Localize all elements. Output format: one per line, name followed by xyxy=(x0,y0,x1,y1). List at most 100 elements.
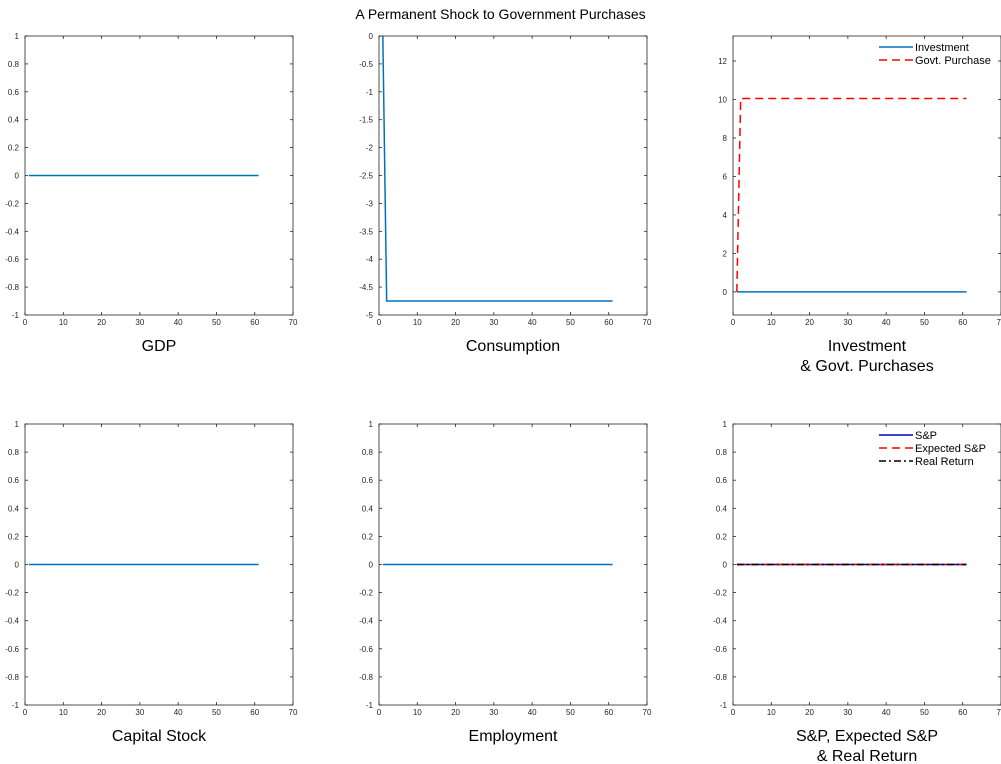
y-tick-label: -4.5 xyxy=(359,283,373,292)
y-tick-label: -0.2 xyxy=(713,589,727,598)
x-tick-label: 20 xyxy=(805,318,814,327)
y-tick-label: 2 xyxy=(723,249,728,258)
y-tick-label: 0 xyxy=(15,561,20,570)
y-tick-label: 12 xyxy=(718,57,727,66)
x-tick-label: 30 xyxy=(135,318,144,327)
legend-label: Real Return xyxy=(915,456,974,468)
plot-panel-5: 0 10 20 30 40 50 60 70 -1 -0.8 -0.6 -0.4 -0.2 0 0.2 0.4… xyxy=(359,420,652,745)
y-tick-label: -1.5 xyxy=(359,116,373,125)
x-axis-label: S&P, Expected S&P xyxy=(796,728,938,745)
y-tick-label: 0 xyxy=(723,288,728,297)
x-tick-label: 50 xyxy=(920,318,929,327)
x-tick-label: 40 xyxy=(882,318,891,327)
x-tick-label: 50 xyxy=(212,708,221,717)
y-tick-label: -0.8 xyxy=(713,673,727,682)
x-axis-label: & Real Return xyxy=(817,748,918,764)
x-tick-label: 30 xyxy=(135,708,144,717)
y-tick-label: -1 xyxy=(366,88,374,97)
x-tick-label: 40 xyxy=(528,708,537,717)
x-tick-label: 20 xyxy=(97,318,106,327)
x-tick-label: 10 xyxy=(767,318,776,327)
x-tick-label: 40 xyxy=(174,708,183,717)
x-tick-label: 70 xyxy=(643,708,652,717)
legend-label: Expected S&P xyxy=(915,443,986,455)
figure-title: A Permanent Shock to Government Purchase… xyxy=(355,6,646,22)
x-tick-label: 50 xyxy=(920,708,929,717)
y-tick-label: -0.6 xyxy=(5,645,19,654)
y-tick-label: 6 xyxy=(723,172,728,181)
x-tick-label: 20 xyxy=(97,708,106,717)
x-tick-label: 50 xyxy=(566,708,575,717)
x-tick-label: 70 xyxy=(289,318,298,327)
x-tick-label: 40 xyxy=(882,708,891,717)
x-tick-label: 60 xyxy=(604,318,613,327)
plot-panel-6: 0 10 20 30 40 50 60 70 -1 -0.8 -0.6 -0.4 -0.2 0 0.2 0.4… xyxy=(713,420,1001,764)
y-tick-label: 0.4 xyxy=(362,504,374,513)
x-tick-label: 10 xyxy=(413,318,422,327)
plot-area xyxy=(733,36,1001,315)
y-tick-label: 0 xyxy=(369,32,374,41)
y-tick-label: -1 xyxy=(720,701,728,710)
y-tick-label: 0 xyxy=(369,561,374,570)
y-tick-label: 1 xyxy=(723,420,728,429)
x-axis-label: Capital Stock xyxy=(112,728,207,745)
x-tick-label: 30 xyxy=(489,708,498,717)
y-tick-label: 0.8 xyxy=(8,60,20,69)
x-tick-label: 60 xyxy=(250,318,259,327)
y-tick-label: 1 xyxy=(369,420,374,429)
x-tick-label: 30 xyxy=(843,708,852,717)
x-tick-label: 60 xyxy=(958,318,967,327)
y-tick-label: -0.5 xyxy=(359,60,373,69)
y-tick-label: -2.5 xyxy=(359,172,373,181)
y-tick-label: -5 xyxy=(366,311,374,320)
x-tick-label: 0 xyxy=(731,318,736,327)
y-tick-label: 0.6 xyxy=(362,476,374,485)
y-tick-label: -0.6 xyxy=(713,645,727,654)
plot-panel-1: 0 10 20 30 40 50 60 70 -1 -0.8 -0.6 -0.4 -0.2 0 0.2 0.4… xyxy=(5,32,298,355)
y-tick-label: -0.2 xyxy=(5,589,19,598)
y-tick-label: 4 xyxy=(723,211,728,220)
x-axis-label: Investment xyxy=(828,338,907,355)
y-tick-label: -0.8 xyxy=(359,673,373,682)
y-tick-label: 0.2 xyxy=(8,144,20,153)
y-tick-label: 0.8 xyxy=(8,448,20,457)
x-tick-label: 30 xyxy=(489,318,498,327)
y-tick-label: -1 xyxy=(12,701,20,710)
y-tick-label: -0.8 xyxy=(5,673,19,682)
x-tick-label: 70 xyxy=(997,318,1001,327)
y-tick-label: -0.8 xyxy=(5,283,19,292)
y-tick-label: 0.2 xyxy=(716,532,728,541)
plot-panel-3: 0 10 20 30 40 50 60 70 0 2 4 6 8 10 12 Investment & Govt… xyxy=(718,35,1001,375)
x-axis-label: & Govt. Purchases xyxy=(800,358,933,375)
legend-label: S&P xyxy=(915,430,937,442)
y-tick-label: 0 xyxy=(723,561,728,570)
x-tick-label: 10 xyxy=(59,318,68,327)
y-tick-label: -0.4 xyxy=(5,227,19,236)
y-tick-label: 10 xyxy=(718,95,727,104)
x-tick-label: 10 xyxy=(413,708,422,717)
y-tick-label: -2 xyxy=(366,144,374,153)
y-tick-label: 0.6 xyxy=(716,476,728,485)
series-line-1 xyxy=(382,36,613,302)
x-tick-label: 70 xyxy=(289,708,298,717)
x-axis-label: Employment xyxy=(469,728,558,745)
y-tick-label: -0.4 xyxy=(359,617,373,626)
axes-box xyxy=(732,35,1001,316)
y-tick-label: 0.4 xyxy=(8,116,20,125)
x-axis-label: Consumption xyxy=(466,338,560,355)
y-tick-label: 0.4 xyxy=(716,504,728,513)
x-tick-label: 40 xyxy=(174,318,183,327)
x-tick-label: 0 xyxy=(731,708,736,717)
y-tick-label: -3.5 xyxy=(359,227,373,236)
y-tick-label: 0.2 xyxy=(8,532,20,541)
x-tick-label: 50 xyxy=(566,318,575,327)
y-tick-label: 0.6 xyxy=(8,476,20,485)
x-tick-label: 20 xyxy=(451,708,460,717)
y-tick-label: -3 xyxy=(366,199,374,208)
y-tick-label: 0 xyxy=(15,172,20,181)
x-tick-label: 70 xyxy=(643,318,652,327)
y-tick-label: -0.2 xyxy=(359,589,373,598)
x-tick-label: 10 xyxy=(59,708,68,717)
